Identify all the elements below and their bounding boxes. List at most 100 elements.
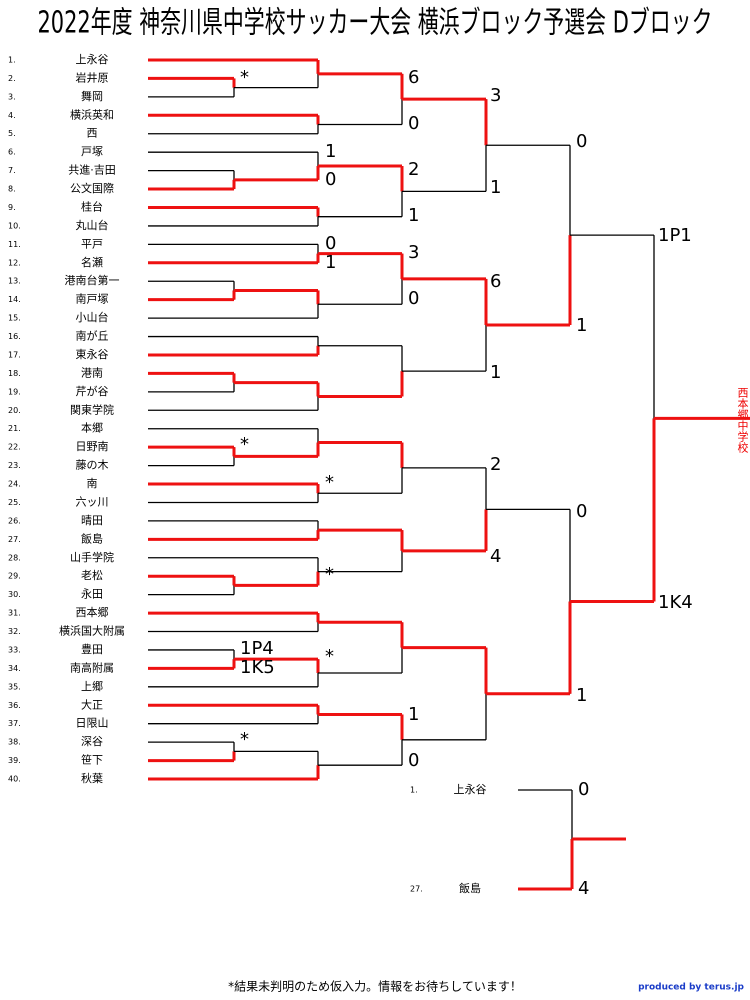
team-number: 18. [8,369,21,378]
score: * [325,472,334,493]
team-name: 飯島 [81,531,103,545]
score: * [240,729,249,750]
team-number: 28. [8,553,21,562]
footer-note: *結果未判明のため仮入力。情報をお待ちしています！ [228,980,522,994]
team-number: 36. [8,701,21,710]
team-number: 8. [8,185,16,194]
team-name: 上永谷 [454,782,487,796]
team-name: 六ッ川 [76,495,109,508]
team-name: 舞岡 [81,90,103,103]
team-name: 日限山 [76,717,109,730]
title: 2022年度 神奈川県中学校サッカー大会 横浜ブロック予選会 Dブロック [38,6,713,41]
score: 3 [490,85,501,106]
team-name: 桂台 [81,199,103,213]
team-name: 大正 [81,697,103,711]
score: 1 [490,177,501,198]
team-number: 6. [8,148,16,157]
team-number: 10. [8,221,21,230]
score: 3 [408,242,419,263]
team-name: 南戸塚 [76,293,109,306]
team-name: 深谷 [81,735,103,748]
team-name: 芹が谷 [76,384,109,398]
team-name: 西 [87,127,98,140]
score: * [240,67,249,88]
team-number: 29. [8,572,21,581]
score: 4 [490,546,501,567]
team-number: 16. [8,332,21,341]
team-number: 7. [8,166,16,175]
team-name: 小山台 [76,310,109,324]
score: 1 [408,704,419,725]
team-number: 14. [8,295,21,304]
team-name: 南 [87,477,98,490]
team-name: 横浜英和 [70,107,114,121]
team-number: 27. [8,535,21,544]
score: 0 [408,750,419,771]
team-name: 笹下 [81,754,103,767]
team-name: 名瀬 [81,255,103,269]
score: 1 [325,252,336,273]
team-number: 15. [8,314,21,323]
team-number: 3. [8,92,16,101]
team-name: 南が丘 [76,329,109,343]
team-number: 11. [8,240,21,249]
team-name: 港南台第一 [65,273,120,287]
credit: produced by terus.jp [638,983,744,993]
team-number: 2. [8,74,16,83]
score: 1 [576,315,587,336]
team-name: 南高附属 [70,660,114,674]
team-name: 飯島 [459,881,481,895]
team-number: 12. [8,258,21,267]
score: * [325,564,334,585]
team-name: 公文国際 [70,181,114,195]
team-number: 38. [8,738,21,747]
score: 2 [408,159,419,180]
team-number: 40. [8,775,21,784]
team-number: 30. [8,590,21,599]
team-name: 本郷 [81,421,103,435]
team-number: 17. [8,350,21,359]
team-name: 上郷 [81,679,103,693]
score: 1 [576,685,587,706]
score: 1P1 [658,225,692,246]
team-name: 豊田 [81,643,103,656]
team-name: 日野南 [76,440,109,453]
team-name: 共進·吉田 [68,164,116,177]
team-name: 上永谷 [76,52,109,66]
team-number: 31. [8,609,21,618]
team-name: 横浜国大附属 [59,624,125,638]
team-number: 1. [8,56,16,65]
team-name: 関東学院 [70,402,114,416]
score: 0 [325,169,336,190]
score: 0 [576,501,587,522]
score: 1 [490,362,501,383]
score: 4 [578,878,589,899]
team-number: 25. [8,498,21,507]
score: 0 [578,779,589,800]
team-number: 33. [8,645,21,654]
team-name: 岩井原 [76,70,109,84]
team-name: 藤の木 [76,459,109,472]
team-number: 22. [8,443,21,452]
team-name: 平戸 [81,237,103,250]
team-number: 26. [8,516,21,525]
score: 0 [325,233,336,254]
team-name: 丸山台 [76,218,109,232]
team-number: 27. [410,885,423,894]
team-number: 35. [8,682,21,691]
score: 6 [408,67,419,88]
score: 1 [408,205,419,226]
team-number: 9. [8,203,16,212]
team-name: 秋葉 [81,771,103,785]
team-name: 西本郷 [76,605,109,619]
team-number: 34. [8,664,21,673]
team-number: 19. [8,387,21,396]
team-name: 永田 [81,587,103,601]
team-number: 13. [8,277,21,286]
team-number: 39. [8,756,21,765]
team-number: 1. [410,786,418,795]
score: * [325,646,334,667]
team-number: 21. [8,424,21,433]
score: 1K5 [240,657,275,678]
